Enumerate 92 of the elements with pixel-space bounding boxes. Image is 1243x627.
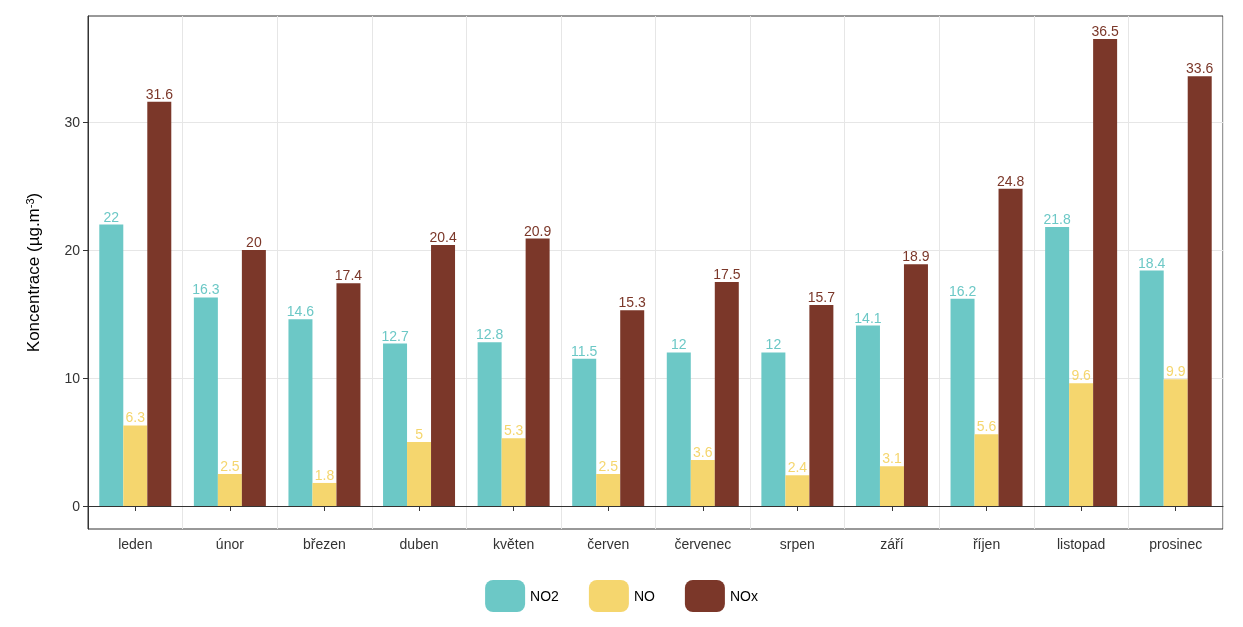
data-label: 12.7 [381,327,409,344]
y-tick-label: 20 [64,242,81,259]
bar [525,238,550,506]
data-label: 31.6 [145,85,174,102]
bar [1139,270,1164,506]
bar [974,434,999,506]
data-label: 5.6 [976,418,997,435]
data-label: 24.8 [996,172,1025,189]
data-label: 18.9 [902,248,930,265]
data-label: 2.5 [598,457,619,474]
bar [431,245,456,506]
data-label: 20.9 [524,222,552,239]
legend-label: NO [633,588,655,604]
x-tick-label: prosinec [1149,536,1203,552]
data-label: 14.6 [286,303,315,320]
bar [903,264,928,506]
bar [123,425,148,506]
bar [99,224,124,506]
legend-label: NO2 [530,588,560,604]
bar [714,282,739,506]
data-label: 12 [765,336,782,353]
bar [477,342,502,506]
bar [383,343,408,506]
data-label: 20.4 [429,228,457,245]
bar [407,442,432,506]
bar [761,352,786,506]
bar [241,250,266,506]
bar [193,297,218,506]
bar [620,310,645,506]
bar [809,305,834,506]
data-label: 5.3 [503,422,524,439]
data-label: 2.4 [787,459,808,476]
data-label: 2.5 [220,457,240,474]
x-tick-label: listopad [1056,536,1106,552]
data-label: 5 [415,426,424,443]
bar [879,466,904,506]
bar [690,459,715,506]
bar [1093,39,1118,506]
data-label: 33.6 [1186,60,1214,77]
data-label: 20 [246,234,262,251]
data-label: 15.7 [807,289,836,306]
bar [596,473,621,506]
bar [785,475,810,506]
data-label: 15.3 [618,294,647,311]
bar [572,358,597,506]
x-tick-label: říjen [972,536,1001,552]
x-tick-label: únor [215,536,245,552]
x-tick-label: červenec [674,536,732,552]
x-tick-label: září [880,536,904,552]
data-label: 17.4 [334,267,363,284]
data-label: 18.4 [1138,254,1166,271]
data-label: 12.8 [476,326,504,343]
x-tick-label: leden [118,536,153,552]
data-label: 9.6 [1071,367,1092,384]
bar [855,325,880,506]
data-label: 17.5 [713,266,741,283]
data-label: 3.6 [693,443,713,460]
data-label: 3.1 [882,450,902,467]
data-label: 9.9 [1165,363,1186,380]
data-label: 22 [103,208,120,225]
bar [312,482,337,506]
bar [1045,227,1070,506]
bar [950,298,975,506]
data-label: 16.2 [948,282,977,299]
data-label: 6.3 [125,409,146,426]
x-tick-label: červen [587,536,630,552]
bar [1187,76,1212,506]
x-tick-label: duben [399,536,439,552]
bar [666,352,691,506]
bar [998,188,1023,506]
bar [1069,383,1094,506]
bar [217,473,242,506]
data-label: 16.3 [192,281,220,298]
y-tick-label: 10 [64,370,81,387]
data-label: 12 [671,336,687,353]
x-tick-label: srpen [779,536,815,552]
y-axis-title: Koncentrace (µg.m-3) [23,192,43,353]
bar [288,319,313,506]
data-label: 1.8 [314,466,335,483]
x-tick-label: květen [493,536,535,552]
bar [336,283,361,506]
legend-label: NOx [729,588,758,604]
data-label: 11.5 [571,342,598,359]
data-label: 21.8 [1043,211,1071,228]
y-tick-label: 30 [64,114,81,131]
data-label: 36.5 [1091,23,1119,40]
y-tick-label: 0 [72,497,81,514]
data-label: 14.1 [854,309,882,326]
bar [1163,379,1188,506]
x-tick-label: březen [303,536,346,552]
bar [147,101,172,506]
bar [501,438,526,506]
